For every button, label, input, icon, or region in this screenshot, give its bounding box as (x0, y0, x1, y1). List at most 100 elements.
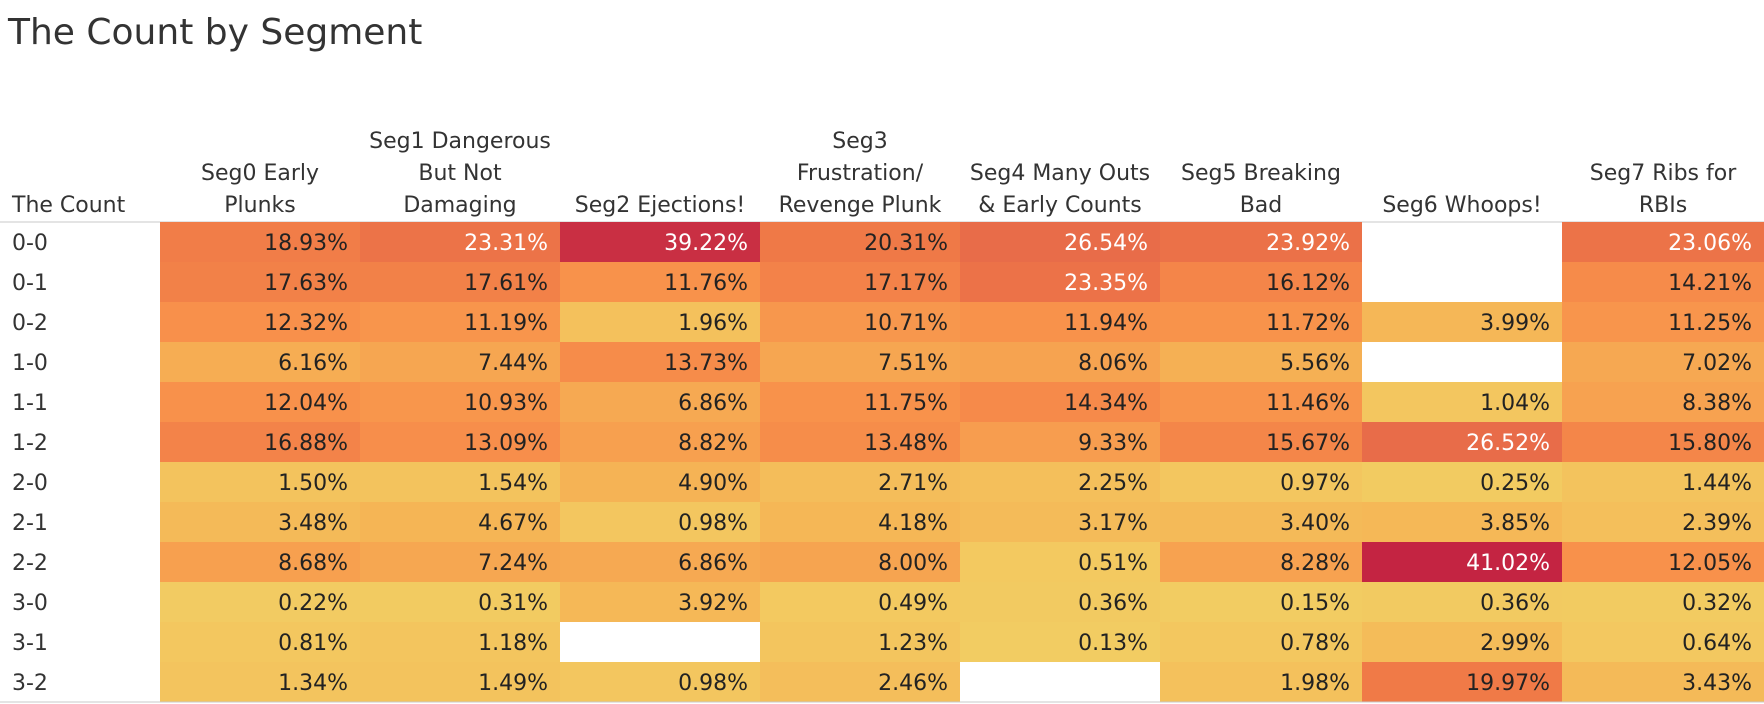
heatmap-cell (960, 582, 1160, 622)
row-label: 0-0 (12, 231, 48, 256)
heatmap-cell (360, 262, 560, 302)
cell-value-label: 8.06% (1078, 351, 1148, 376)
cell-value-label: 0.98% (678, 671, 748, 696)
heatmap-cell (560, 262, 760, 302)
cell-value-label: 1.50% (278, 471, 348, 496)
heatmap-cell (1562, 622, 1764, 662)
cell-value-label: 4.90% (678, 471, 748, 496)
row-header: The Count (11, 193, 126, 218)
cell-value-label: 17.17% (864, 271, 948, 296)
heatmap-cell (360, 382, 560, 422)
heatmap-cell (360, 502, 560, 542)
heatmap-cell (1362, 462, 1562, 502)
row-label: 1-2 (12, 431, 48, 456)
heatmap-cell (360, 622, 560, 662)
heatmap-cell (1160, 382, 1362, 422)
heatmap-cell (1160, 342, 1362, 382)
cell-value-label: 4.67% (478, 511, 548, 536)
row-label: 1-0 (12, 351, 48, 376)
heatmap-cell (560, 302, 760, 342)
cell-value-label: 1.18% (478, 631, 548, 656)
heatmap-cell (760, 542, 960, 582)
cell-value-label: 10.93% (464, 391, 548, 416)
column-header: Revenge Plunk (779, 193, 942, 218)
cell-value-label: 14.34% (1064, 391, 1148, 416)
heatmap-cell (1160, 422, 1362, 462)
cell-value-label: 12.05% (1668, 551, 1752, 576)
cell-value-label: 0.22% (278, 591, 348, 616)
heatmap-cell (760, 342, 960, 382)
cell-value-label: 41.02% (1466, 551, 1550, 576)
heatmap-cell (360, 662, 560, 702)
cell-value-label: 9.33% (1078, 431, 1148, 456)
cell-value-label: 4.18% (878, 511, 948, 536)
heatmap-cell (160, 662, 360, 702)
cell-value-label: 6.86% (678, 391, 748, 416)
column-header: Seg7 Ribs for (1590, 161, 1737, 186)
column-header: RBIs (1639, 193, 1687, 218)
cell-value-label: 3.43% (1682, 671, 1752, 696)
heatmap-cell (960, 342, 1160, 382)
cell-value-label: 0.15% (1280, 591, 1350, 616)
heatmap-cell (560, 422, 760, 462)
heatmap-cell (160, 262, 360, 302)
row-label: 0-1 (12, 271, 48, 296)
cell-value-label: 0.32% (1682, 591, 1752, 616)
heatmap-cell (1160, 542, 1362, 582)
column-header: Seg0 Early (201, 161, 319, 186)
cell-value-label: 20.31% (864, 231, 948, 256)
cell-value-label: 0.81% (278, 631, 348, 656)
cell-value-label: 23.92% (1266, 231, 1350, 256)
heatmap-cell (960, 382, 1160, 422)
heatmap-cell (760, 302, 960, 342)
column-header: Damaging (403, 193, 516, 218)
heatmap-cell (1160, 262, 1362, 302)
heatmap-cell (560, 542, 760, 582)
cell-value-label: 0.97% (1280, 471, 1350, 496)
heatmap-cell (1362, 302, 1562, 342)
heatmap-cell (560, 502, 760, 542)
cell-value-label: 16.88% (264, 431, 348, 456)
cell-value-label: 6.16% (278, 351, 348, 376)
heatmap-cell (760, 662, 960, 702)
heatmap-cell (1362, 422, 1562, 462)
heatmap-cell (1362, 382, 1562, 422)
cell-value-label: 13.73% (664, 351, 748, 376)
heatmap-cell (360, 422, 560, 462)
cell-value-label: 5.56% (1280, 351, 1350, 376)
cell-value-label: 3.85% (1480, 511, 1550, 536)
cell-value-label: 1.49% (478, 671, 548, 696)
cell-value-label: 15.80% (1668, 431, 1752, 456)
cell-value-label: 1.34% (278, 671, 348, 696)
heatmap-cell (1362, 582, 1562, 622)
column-header: Seg6 Whoops! (1382, 193, 1541, 218)
heatmap-cell (960, 502, 1160, 542)
cell-value-label: 1.23% (878, 631, 948, 656)
heatmap-cell (560, 342, 760, 382)
heatmap-cell (1160, 622, 1362, 662)
heatmap-cell (960, 222, 1160, 262)
column-header: Frustration/ (797, 161, 924, 186)
cell-value-label: 2.25% (1078, 471, 1148, 496)
heatmap-cell (1562, 542, 1764, 582)
heatmap-cell (1562, 382, 1764, 422)
column-header: Bad (1240, 193, 1283, 218)
cell-value-label: 11.76% (664, 271, 748, 296)
cell-value-label: 26.52% (1466, 431, 1550, 456)
row-label: 3-0 (12, 591, 48, 616)
cell-value-label: 11.25% (1668, 311, 1752, 336)
cell-value-label: 0.78% (1280, 631, 1350, 656)
column-header: Seg5 Breaking (1181, 161, 1341, 186)
cell-value-label: 0.36% (1480, 591, 1550, 616)
heatmap-cell (1160, 662, 1362, 702)
cell-value-label: 17.63% (264, 271, 348, 296)
cell-value-label: 0.25% (1480, 471, 1550, 496)
heatmap-cell (160, 222, 360, 262)
cell-value-label: 18.93% (264, 231, 348, 256)
heatmap-cell (560, 662, 760, 702)
heatmap-cell (160, 582, 360, 622)
cell-value-label: 23.31% (464, 231, 548, 256)
row-label: 0-2 (12, 311, 48, 336)
chart-title: The Count by Segment (8, 12, 423, 53)
